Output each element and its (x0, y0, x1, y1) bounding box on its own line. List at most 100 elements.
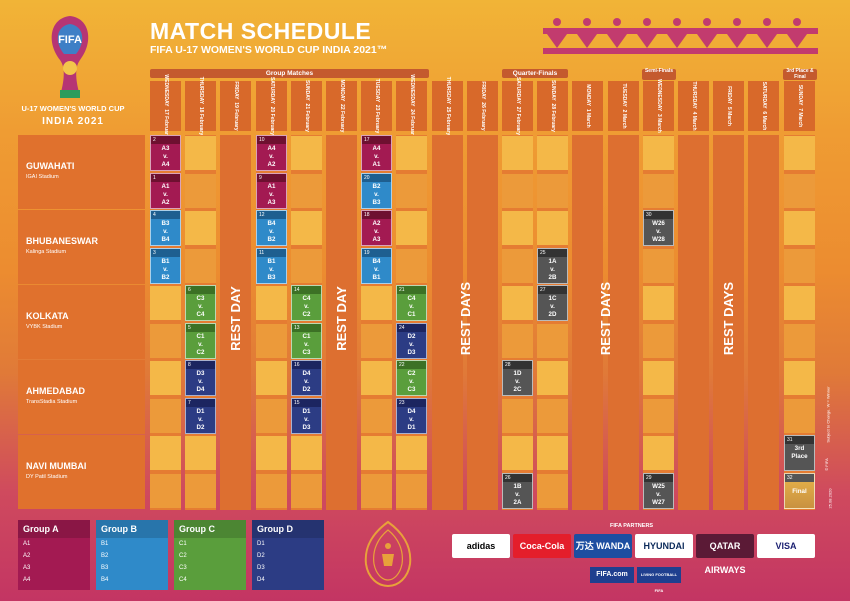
match-number: 23 (397, 398, 426, 407)
day-header-3: SATURDAY 20 February (256, 77, 287, 135)
day-header-label: THURSDAY 4 March (690, 81, 697, 131)
match-5[interactable]: 5 C1 v. C2 (185, 322, 216, 359)
match-17[interactable]: 17 A4 v. A1 (361, 135, 392, 171)
match-teams: 1B v. 2A (513, 482, 522, 506)
rest-day-label: REST DAYS (721, 281, 737, 355)
schedule-cell (150, 398, 181, 433)
match-teams: A1 v. A3 (267, 182, 276, 206)
schedule-cell (537, 173, 568, 208)
group-legend-c: Group C C1 C2 C3 C4 (174, 520, 246, 590)
venue-stadium: DY Patil Stadium (26, 474, 68, 480)
match-13[interactable]: 13 C1 v. C3 (291, 322, 322, 359)
day-header-11: SUNDAY 28 February (537, 80, 568, 132)
match-21[interactable]: 21 C4 v. C1 (396, 285, 427, 321)
schedule-cell (502, 173, 533, 208)
match-14[interactable]: 14 C4 v. C2 (291, 285, 322, 321)
group-team: B2 (101, 553, 109, 559)
schedule-cell (256, 286, 287, 320)
schedule-cell (256, 361, 287, 395)
match-number: 15 (292, 398, 321, 407)
fifa-com-logo: FIFA.com (590, 567, 634, 583)
group-team: C3 (179, 565, 187, 571)
match-teams: 1A v. 2B (548, 257, 557, 281)
day-header-10: SATURDAY 27 February (502, 77, 533, 135)
rest-column (467, 135, 498, 510)
schedule-cell (185, 473, 216, 508)
schedule-cell (361, 473, 392, 508)
partner-logo-5: VISA (757, 534, 815, 558)
schedule-cell (361, 361, 392, 395)
partner-logo-4: QATAR AIRWAYS (696, 534, 754, 575)
match-7[interactable]: 7 D1 v. D2 (185, 397, 216, 434)
group-team: D2 (257, 553, 265, 559)
match-teams: C1 v. C2 (196, 332, 205, 356)
match-teams: D1 v. D3 (302, 407, 311, 431)
schedule-cell (396, 248, 427, 283)
match-31[interactable]: 31 3rd Place (784, 435, 815, 471)
match-11[interactable]: 11 B1 v. B3 (256, 247, 287, 284)
schedule-cell (784, 361, 815, 395)
logo-caption-year: INDIA 2021 (42, 116, 104, 127)
match-9[interactable]: 9 A1 v. A3 (256, 172, 287, 209)
schedule-cell (537, 323, 568, 358)
match-number: 28 (503, 361, 532, 369)
day-header-label: WEDNESDAY 24 February (408, 74, 415, 138)
match-10[interactable]: 10 A4 v. A2 (256, 135, 287, 171)
match-teams: 1C v. 2D (548, 295, 557, 318)
schedule-cell (185, 173, 216, 208)
match-30[interactable]: 30 W26 v. W28 (643, 210, 674, 246)
match-20[interactable]: 20 B2 v. B3 (361, 172, 392, 209)
match-1[interactable]: 1 A1 v. A2 (150, 172, 181, 209)
schedule-cell (185, 248, 216, 283)
match-teams: A2 v. A3 (372, 220, 381, 243)
match-19[interactable]: 19 B4 v. B1 (361, 247, 392, 284)
match-8[interactable]: 8 D3 v. D4 (185, 360, 216, 396)
match-number: 8 (186, 361, 215, 369)
group-team: B4 (101, 577, 109, 583)
day-header-label: SATURDAY 20 February (268, 76, 275, 136)
match-6[interactable]: 6 C3 v. C4 (185, 285, 216, 321)
group-name: Group B (96, 520, 168, 538)
day-header-label: THURSDAY 18 February (197, 76, 204, 136)
day-header-5: MONDAY 22 February (326, 80, 357, 132)
match-24[interactable]: 24 D2 v. D3 (396, 322, 427, 359)
match-number: 26 (503, 473, 532, 482)
schedule-cell (502, 398, 533, 433)
match-teams: B1 v. B3 (267, 257, 276, 281)
day-header-label: FRIDAY 26 February (479, 81, 486, 131)
match-25[interactable]: 25 1A v. 2B (537, 247, 568, 284)
match-32[interactable]: 32 Final (784, 472, 815, 509)
day-header-label: WEDNESDAY 17 February (162, 74, 169, 138)
match-28[interactable]: 28 1D v. 2C (502, 360, 533, 396)
match-number: 3 (151, 248, 180, 257)
match-number: 27 (538, 286, 567, 294)
match-16[interactable]: 16 D4 v. D2 (291, 360, 322, 396)
match-number: 17 (362, 136, 391, 144)
match-23[interactable]: 23 D4 v. D1 (396, 397, 427, 434)
schedule-cell (361, 286, 392, 320)
match-4[interactable]: 4 B3 v. B4 (150, 210, 181, 246)
match-15[interactable]: 15 D1 v. D3 (291, 397, 322, 434)
day-header-15: THURSDAY 4 March (678, 81, 709, 131)
match-27[interactable]: 27 1C v. 2D (537, 285, 568, 321)
schedule-cell (256, 473, 287, 508)
schedule-cell (150, 473, 181, 508)
match-number: 7 (186, 398, 215, 407)
schedule-cell (643, 361, 674, 395)
match-number: 16 (292, 361, 321, 369)
match-26[interactable]: 26 1B v. 2A (502, 472, 533, 509)
schedule-cell (361, 436, 392, 470)
day-header-16: FRIDAY 5 March (713, 81, 744, 131)
match-12[interactable]: 12 B4 v. B2 (256, 210, 287, 246)
match-29[interactable]: 29 W25 v. W27 (643, 472, 674, 509)
match-2[interactable]: 2 A3 v. A4 (150, 135, 181, 171)
match-18[interactable]: 18 A2 v. A3 (361, 210, 392, 246)
match-22[interactable]: 22 C2 v. C3 (396, 360, 427, 396)
match-3[interactable]: 3 B1 v. B2 (150, 247, 181, 284)
match-teams: A4 v. A2 (267, 145, 276, 168)
match-column (537, 135, 568, 510)
schedule-cell (150, 361, 181, 395)
group-team: B3 (101, 565, 109, 571)
schedule-cell (502, 286, 533, 320)
schedule-cell (150, 323, 181, 358)
